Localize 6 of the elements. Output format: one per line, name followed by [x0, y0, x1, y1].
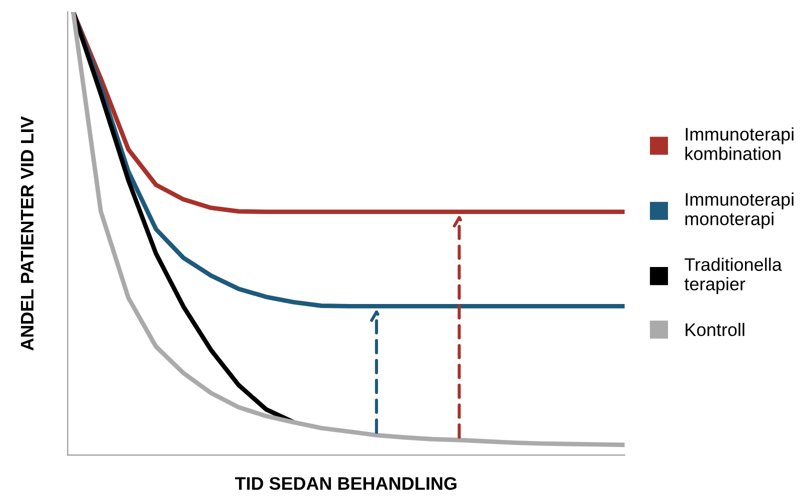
y-axis-title: ANDEL PATIENTER VID LIV	[20, 116, 34, 350]
legend-label: Immunoterapi kombination	[685, 127, 794, 160]
legend-label: Traditionella terapier	[684, 258, 782, 294]
x-axis-title: TID SEDAN BEHANDLING	[235, 477, 456, 490]
legend-label: Kontroll	[686, 322, 744, 336]
legend-label: Immunoterapi monoterapi	[685, 192, 794, 229]
